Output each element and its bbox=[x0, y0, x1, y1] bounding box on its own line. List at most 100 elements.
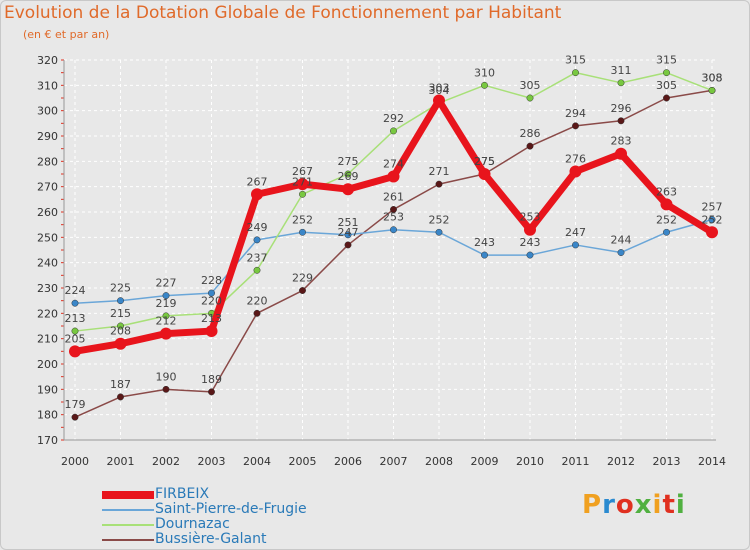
legend-label: Saint-Pierre-de-Frugie bbox=[155, 501, 307, 517]
data-label: 244 bbox=[611, 234, 632, 247]
y-tick-label: 310 bbox=[37, 79, 58, 92]
data-label: 286 bbox=[520, 127, 541, 140]
data-label: 215 bbox=[110, 307, 131, 320]
data-point bbox=[572, 69, 579, 77]
data-label: 304 bbox=[429, 84, 450, 97]
data-point bbox=[299, 287, 306, 294]
data-point bbox=[524, 223, 536, 236]
data-label: 294 bbox=[565, 107, 586, 120]
data-point bbox=[160, 327, 172, 340]
data-point bbox=[162, 292, 170, 300]
data-point bbox=[663, 69, 670, 77]
x-tick-label: 2002 bbox=[152, 455, 180, 468]
data-point bbox=[208, 289, 215, 297]
logo-letter: o bbox=[615, 490, 635, 520]
x-tick-label: 2007 bbox=[380, 455, 408, 468]
legend-swatch bbox=[102, 509, 154, 511]
x-tick-label: 2010 bbox=[516, 455, 544, 468]
data-point bbox=[435, 228, 443, 236]
data-point bbox=[569, 165, 582, 178]
data-label: 311 bbox=[611, 64, 632, 77]
y-tick-label: 210 bbox=[37, 333, 58, 346]
data-label: 247 bbox=[338, 226, 359, 239]
legend-swatch bbox=[102, 524, 154, 526]
data-label: 212 bbox=[156, 315, 177, 328]
data-label: 252 bbox=[429, 213, 450, 226]
data-point bbox=[615, 147, 627, 160]
x-tick-label: 2012 bbox=[607, 455, 635, 468]
data-label: 308 bbox=[702, 71, 723, 84]
x-tick-label: 2003 bbox=[198, 455, 226, 468]
data-point bbox=[481, 81, 488, 89]
data-label: 271 bbox=[292, 175, 313, 188]
data-point bbox=[572, 241, 579, 249]
data-point bbox=[71, 413, 79, 421]
data-label: 252 bbox=[656, 213, 677, 226]
data-point bbox=[706, 226, 718, 239]
data-label: 263 bbox=[656, 185, 677, 198]
x-tick-label: 2013 bbox=[653, 455, 681, 468]
data-point bbox=[117, 393, 124, 401]
data-label: 189 bbox=[201, 373, 222, 386]
data-point bbox=[253, 309, 261, 317]
data-point bbox=[71, 327, 79, 335]
data-label: 276 bbox=[565, 152, 586, 165]
data-point bbox=[478, 168, 491, 180]
data-point bbox=[162, 385, 170, 393]
data-label: 253 bbox=[383, 211, 404, 224]
data-point bbox=[617, 79, 625, 87]
data-label: 252 bbox=[292, 213, 313, 226]
data-label: 251 bbox=[338, 216, 359, 229]
y-tick-label: 240 bbox=[37, 257, 58, 270]
data-label: 305 bbox=[520, 79, 541, 92]
data-label: 237 bbox=[247, 251, 268, 264]
data-point bbox=[390, 206, 397, 213]
data-label: 296 bbox=[611, 102, 632, 115]
data-point bbox=[344, 241, 352, 249]
y-tick-label: 180 bbox=[37, 409, 58, 422]
data-label: 267 bbox=[292, 165, 313, 178]
data-label: 243 bbox=[520, 236, 541, 249]
y-tick-label: 280 bbox=[37, 155, 58, 168]
data-point bbox=[299, 228, 306, 236]
data-label: 267 bbox=[247, 175, 268, 188]
x-tick-label: 2014 bbox=[698, 455, 726, 468]
logo-letter: r bbox=[602, 490, 616, 520]
y-tick-label: 170 bbox=[37, 434, 58, 447]
x-tick-label: 2000 bbox=[61, 455, 89, 468]
data-point bbox=[117, 322, 124, 330]
data-label: 310 bbox=[474, 66, 495, 79]
data-label: 187 bbox=[110, 378, 131, 391]
x-tick-label: 2009 bbox=[471, 455, 499, 468]
data-point bbox=[387, 170, 400, 183]
data-point bbox=[344, 231, 352, 239]
data-label: 219 bbox=[156, 297, 177, 310]
legend-label: FIRBEIX bbox=[155, 486, 210, 502]
data-label: 249 bbox=[247, 221, 268, 234]
data-label: 252 bbox=[702, 213, 723, 226]
data-point bbox=[660, 198, 673, 211]
y-tick-label: 190 bbox=[37, 383, 58, 396]
legend-swatch bbox=[102, 491, 154, 499]
data-label: 275 bbox=[474, 155, 495, 168]
data-label: 224 bbox=[65, 284, 86, 297]
data-label: 220 bbox=[201, 294, 222, 307]
x-tick-label: 2006 bbox=[334, 455, 362, 468]
data-point bbox=[708, 216, 716, 224]
y-tick-label: 320 bbox=[37, 54, 58, 67]
data-label: 229 bbox=[292, 272, 313, 285]
data-point bbox=[296, 178, 309, 191]
data-point bbox=[253, 266, 261, 274]
data-point bbox=[208, 388, 215, 396]
data-point bbox=[526, 94, 534, 102]
y-tick-label: 220 bbox=[37, 307, 58, 320]
data-label: 179 bbox=[65, 398, 86, 411]
data-label: 205 bbox=[65, 332, 86, 345]
y-tick-label: 290 bbox=[37, 130, 58, 143]
data-label: 228 bbox=[201, 274, 222, 287]
chart-subtitle: (en € et par an) bbox=[23, 28, 110, 41]
data-label: 275 bbox=[338, 155, 359, 168]
y-tick-label: 250 bbox=[37, 231, 58, 244]
y-tick-label: 270 bbox=[37, 181, 58, 194]
